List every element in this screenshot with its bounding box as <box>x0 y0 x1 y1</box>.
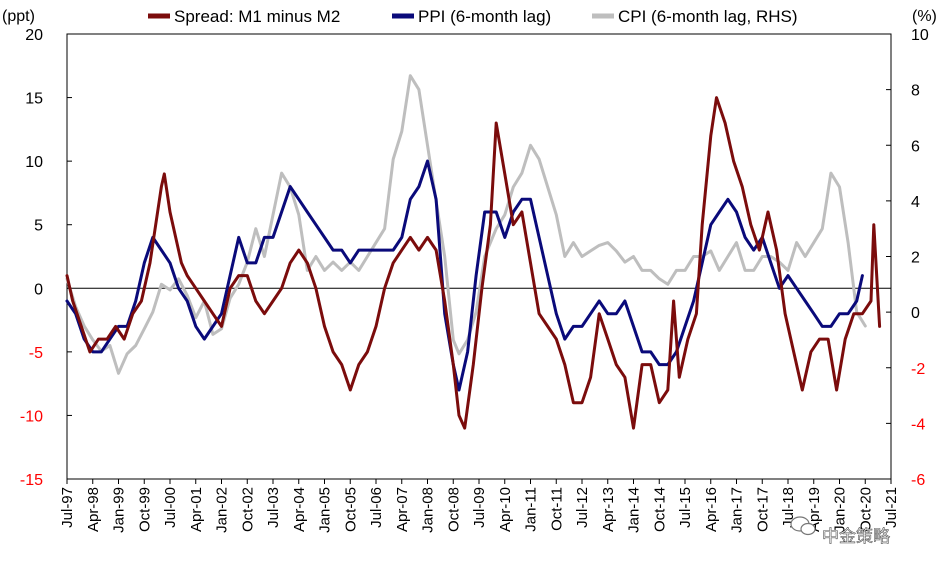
x-tick-label: Apr-01 <box>188 487 205 532</box>
series-layer <box>65 74 882 430</box>
x-tick-label: Oct-20 <box>857 487 874 532</box>
legend-label: PPI (6-month lag) <box>418 7 551 26</box>
y-left-tick-label: 10 <box>25 154 43 171</box>
x-tick-label: Jan-17 <box>729 487 746 533</box>
x-tick-label: Jul-06 <box>368 487 385 528</box>
x-tick-label: Apr-13 <box>600 487 617 532</box>
y-left-tick-label: -10 <box>20 408 43 425</box>
y-left-tick-label: 0 <box>34 281 43 298</box>
x-tick-label: Jul-12 <box>574 487 591 528</box>
x-tick-label: Jan-11 <box>523 487 540 532</box>
y-right-tick-label: 0 <box>911 305 920 322</box>
x-tick-label: Apr-07 <box>394 487 411 532</box>
x-tick-label: Oct-14 <box>651 487 668 532</box>
x-axis-ticks: Jul-97 Apr-98 Jan-99 Oct-99 Jul-00 Apr-01 Jan-… <box>59 479 900 533</box>
x-tick-label: Jul-03 <box>265 487 282 528</box>
y-right-tick-label: -4 <box>911 416 925 433</box>
x-tick-label: Jul-15 <box>677 487 694 528</box>
x-tick-label: Apr-16 <box>703 487 720 532</box>
y-right-tick-label: 10 <box>911 27 929 44</box>
y-right-tick-label: 2 <box>911 250 920 267</box>
x-tick-label: Jul-97 <box>59 487 76 528</box>
x-tick-label: Jul-21 <box>883 487 900 528</box>
y-left-tick-label: 15 <box>25 91 43 108</box>
y-left-tick-label: -15 <box>20 472 43 489</box>
legend-label: Spread: M1 minus M2 <box>174 7 340 26</box>
x-tick-label: Jan-20 <box>832 487 849 533</box>
x-tick-label: Jul-18 <box>780 487 797 528</box>
x-tick-label: Jan-99 <box>111 487 128 533</box>
x-tick-label: Oct-11 <box>548 487 565 531</box>
legend-label: CPI (6-month lag, RHS) <box>618 7 798 26</box>
y-right-unit: (%) <box>912 8 937 25</box>
y-left-tick-label: 5 <box>34 218 43 235</box>
y-left-tick-label: -5 <box>29 345 43 362</box>
y-left-tick-label: 20 <box>25 27 43 44</box>
x-tick-label: Oct-17 <box>754 487 771 532</box>
series-line-cpi-6-month-lag-rhs <box>65 74 867 375</box>
x-tick-label: Jan-05 <box>317 487 334 533</box>
series-line-spread-m1-minus-m2 <box>65 96 882 430</box>
x-tick-label: Apr-19 <box>806 487 823 532</box>
x-tick-label: Oct-02 <box>239 487 256 532</box>
watermark: 中金策略 <box>790 516 890 547</box>
watermark-text: 中金策略 <box>822 527 890 547</box>
x-tick-label: Jan-14 <box>626 487 643 533</box>
x-tick-label: Oct-08 <box>445 487 462 532</box>
y-right-tick-label: -6 <box>911 472 925 489</box>
x-tick-label: Apr-10 <box>497 487 514 532</box>
x-tick-label: Jul-09 <box>471 487 488 528</box>
x-tick-label: Oct-05 <box>342 487 359 532</box>
wechat-icon <box>790 516 816 536</box>
x-tick-label: Jan-08 <box>420 487 437 533</box>
y-right-tick-label: -2 <box>911 361 925 378</box>
x-tick-label: Jul-00 <box>162 487 179 528</box>
legend: Spread: M1 minus M2 PPI (6-month lag) CPI … <box>148 7 798 26</box>
y-left-unit: (ppt) <box>2 8 35 25</box>
series-line-ppi-6-month-lag <box>65 159 864 392</box>
x-tick-label: Oct-99 <box>136 487 153 532</box>
x-tick-label: Apr-04 <box>291 487 308 532</box>
y-right-tick-label: 8 <box>911 83 920 100</box>
x-tick-label: Jan-02 <box>214 487 231 533</box>
x-tick-label: Apr-98 <box>85 487 102 532</box>
y-right-tick-label: 4 <box>911 194 920 211</box>
y-right-tick-label: 6 <box>911 138 920 155</box>
